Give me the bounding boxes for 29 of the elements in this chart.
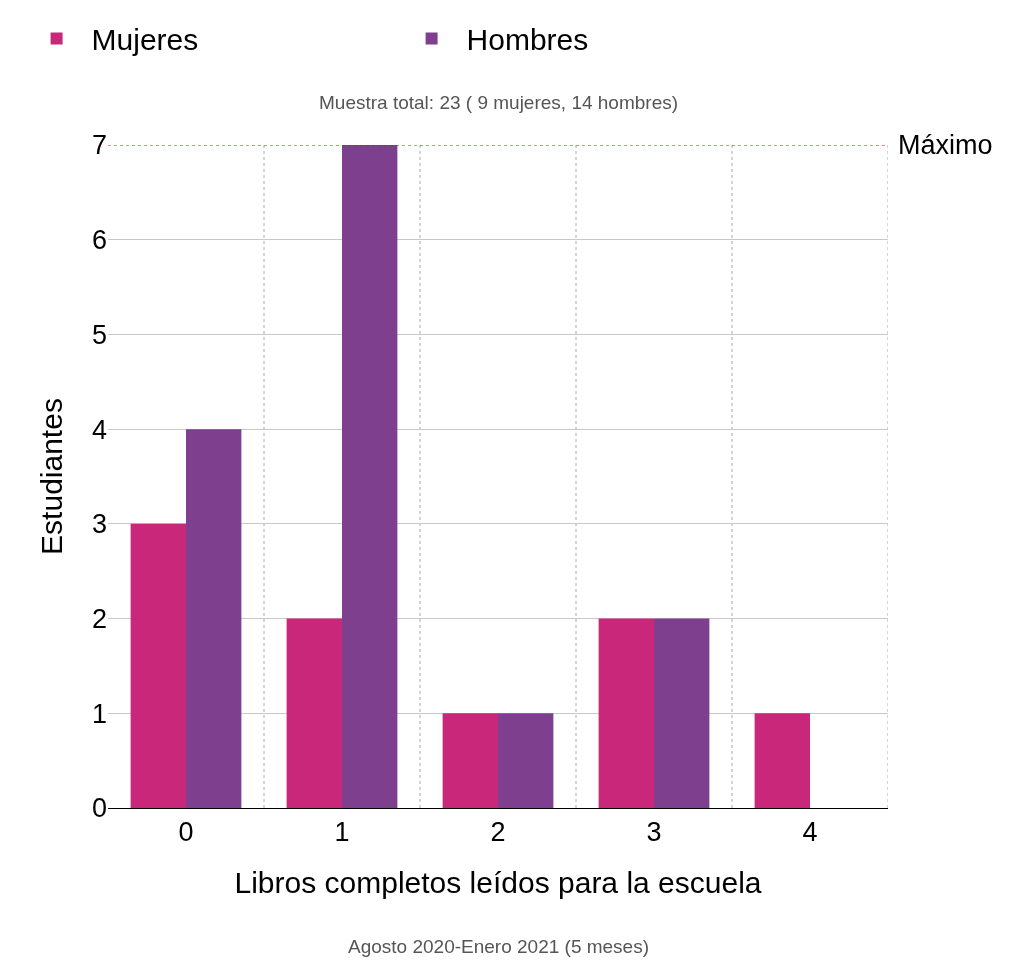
y-tick-label: 5: [91, 319, 107, 350]
bar: [654, 618, 710, 808]
y-tick-label: 2: [91, 604, 107, 635]
legend-label: Hombres: [466, 23, 589, 57]
y-tick-label: 3: [91, 509, 107, 540]
text: Agosto 2020-Enero 2021 (5 meses): [348, 936, 650, 957]
bar: [286, 618, 342, 808]
x-tick-label: 3: [646, 817, 662, 848]
bar: [342, 145, 398, 808]
x-tick-label: 0: [178, 817, 194, 848]
x-tick-label: 1: [334, 817, 350, 848]
y-tick-label: 6: [91, 225, 107, 256]
bar: [442, 713, 498, 808]
y-tick-label: 4: [91, 414, 107, 445]
legend-label: Mujeres: [91, 23, 199, 57]
ref-line-label: Máximo: [898, 130, 993, 160]
bar: [754, 713, 810, 808]
bar: [186, 429, 242, 808]
x-axis-title: Libros completos leídos para la escuela: [234, 865, 762, 899]
y-tick-label: 0: [91, 793, 107, 824]
bar: [598, 618, 654, 808]
x-tick-label: 4: [802, 817, 818, 848]
bar: [498, 713, 554, 808]
bar: [130, 523, 186, 808]
x-tick-label: 2: [490, 817, 506, 848]
chart-subtitle: Muestra total: 23 ( 9 mujeres, 14 hombres): [319, 92, 679, 113]
y-tick-label: 1: [91, 698, 107, 729]
y-axis-title: Estudiantes: [34, 398, 68, 555]
y-tick-label: 7: [91, 130, 107, 161]
